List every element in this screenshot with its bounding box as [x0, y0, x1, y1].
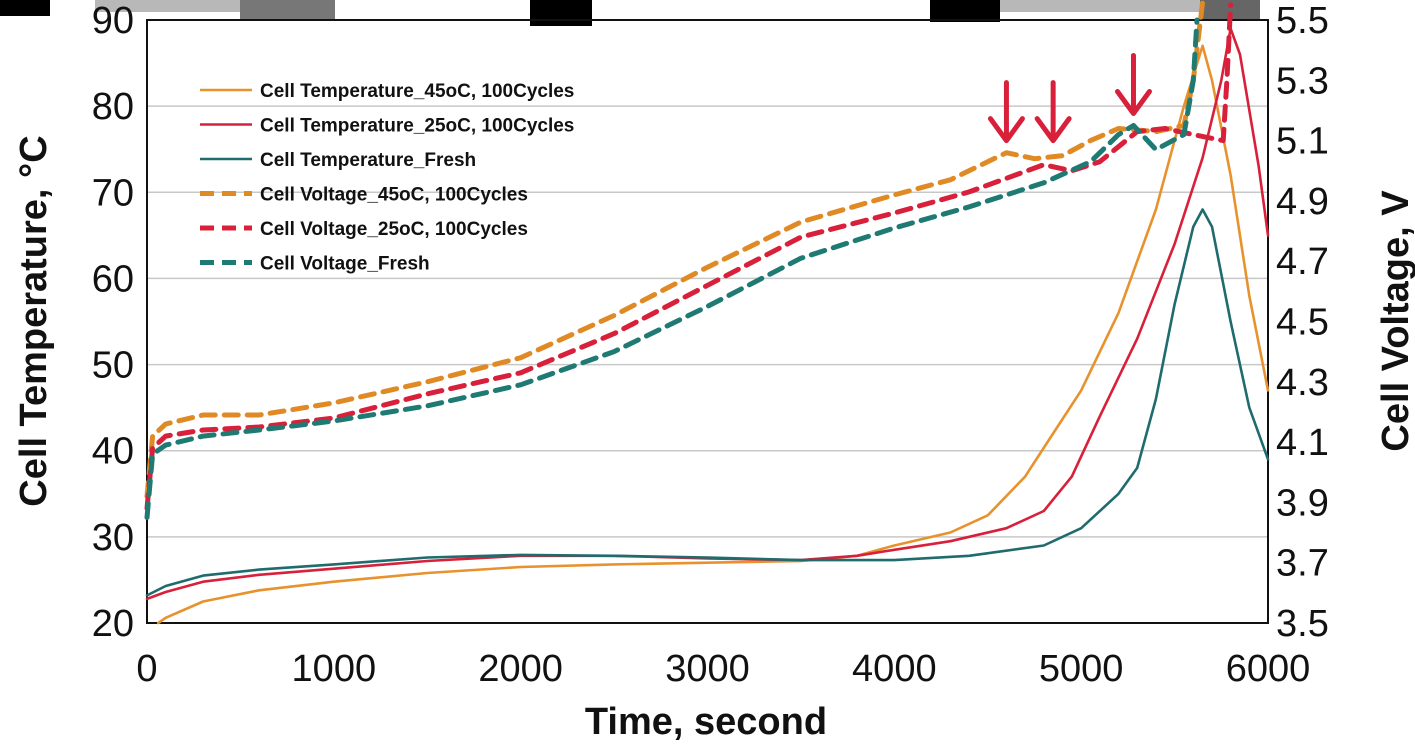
- y-right-tick-label: 3.5: [1276, 603, 1329, 645]
- y-right-tick-label: 4.7: [1276, 241, 1329, 283]
- y-left-tick-label: 20: [92, 603, 134, 645]
- x-tick-label: 2000: [478, 648, 563, 690]
- x-tick-label: 3000: [665, 648, 750, 690]
- series-line-6: [144, 17, 1200, 520]
- y-right-tick-label: 4.3: [1276, 362, 1329, 404]
- y-right-tick-label: 5.5: [1276, 0, 1329, 42]
- x-tick-label: 6000: [1226, 648, 1311, 690]
- tick-labels: 0 1000 2000 3000 4000 5000 6000 20 30 40 50 60 70 80 9…: [92, 0, 1329, 690]
- y-right-axis-title: Cell Voltage, V: [1375, 190, 1415, 452]
- y-right-tick-label: 4.5: [1276, 302, 1329, 344]
- annotation-arrow: [1114, 52, 1152, 116]
- legend-label: Cell Temperature_Fresh: [260, 150, 476, 171]
- y-left-tick-label: 80: [92, 86, 134, 128]
- series-line-1: [156, 44, 1270, 625]
- gridlines: [147, 19, 1268, 624]
- y-right-tick-label: 4.1: [1276, 422, 1329, 464]
- y-left-tick-label: 50: [92, 345, 134, 387]
- y-left-tick-label: 90: [92, 0, 134, 42]
- series-line-5: [144, 2, 1234, 511]
- y-right-tick-label: 3.7: [1276, 543, 1329, 585]
- legend-label: Cell Voltage_25oC, 100Cycles: [260, 219, 528, 240]
- x-tick-label: 4000: [852, 648, 937, 690]
- annotation-arrows: [987, 52, 1152, 144]
- y-right-tick-label: 5.3: [1276, 60, 1329, 102]
- y-left-tick-label: 70: [92, 172, 134, 214]
- y-left-tick-label: 30: [92, 517, 134, 559]
- x-tick-label: 0: [136, 648, 157, 690]
- legend-label: Cell Temperature_25oC, 100Cycles: [260, 116, 574, 137]
- series-line-2: [145, 27, 1270, 601]
- annotation-arrow: [987, 80, 1025, 144]
- legend-label: Cell Temperature_45oC, 100Cycles: [260, 81, 574, 102]
- y-right-tick-label: 3.9: [1276, 482, 1329, 524]
- y-left-tick-label: 60: [92, 258, 134, 300]
- series-layer: [144, 0, 1270, 625]
- annotation-arrow: [1034, 80, 1072, 144]
- y-left-axis-title: Cell Temperature, °C: [13, 135, 55, 506]
- x-tick-label: 5000: [1039, 648, 1124, 690]
- y-right-tick-label: 4.9: [1276, 181, 1329, 223]
- series-line-3: [145, 208, 1270, 597]
- legend-label: Cell Voltage_45oC, 100Cycles: [260, 185, 528, 206]
- y-right-tick-label: 5.1: [1276, 121, 1329, 163]
- y-left-tick-label: 40: [92, 431, 134, 473]
- legend: Cell Temperature_45oC, 100Cycles Cell Tem…: [200, 81, 574, 275]
- legend-label: Cell Voltage_Fresh: [260, 254, 430, 275]
- top-crop-strip: [0, 0, 1260, 26]
- x-axis-title: Time, second: [585, 701, 827, 743]
- plot-area-border: [146, 19, 1269, 624]
- x-tick-label: 1000: [292, 648, 377, 690]
